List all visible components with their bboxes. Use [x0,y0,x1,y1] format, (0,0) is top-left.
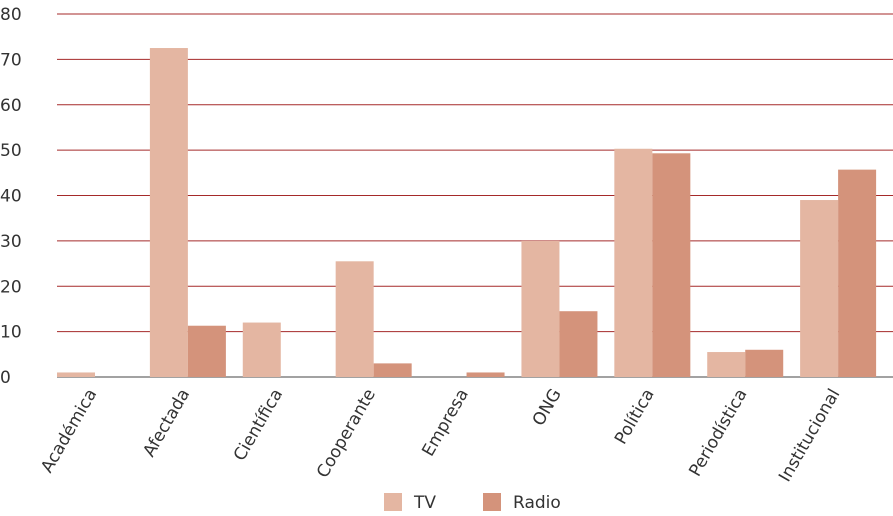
x-tick-label: Afectada [139,386,194,461]
bar-radio-ong [559,311,598,377]
bar-tv-cooperante [335,261,374,377]
legend: TV Radio [384,493,561,513]
bar-radio-afectada [187,325,226,377]
y-tick-label: 40 [0,187,22,207]
y-tick-label: 80 [0,5,22,25]
bar-tv-institucional [800,200,839,377]
legend-label-tv: TV [413,493,436,513]
x-tick-label: Empresa [418,386,473,460]
y-tick-label: 0 [0,368,11,388]
x-tick-label: Académica [37,386,101,477]
y-tick-label: 60 [0,96,22,116]
x-tick-label: ONG [529,386,566,430]
bar-radio-institucional [838,169,877,377]
x-tick-label: Política [611,386,659,449]
x-tick-label: Institucional [775,386,844,486]
bar-tv-academica [57,372,95,377]
legend-label-radio: Radio [513,493,561,513]
bar-radio-periodistica [745,349,784,377]
x-tick-label: Cooperante [313,386,380,482]
x-tick-label: Periodística [685,386,751,481]
bar-tv-afectada [149,48,188,377]
bar-radio-politica [652,153,691,377]
legend-swatch-radio [483,493,501,511]
bar-radio-empresa [466,372,505,377]
bar-tv-politica [614,148,653,377]
x-axis-labels: Académica Afectada Científica Cooperante Emp… [37,386,844,486]
bars [57,48,877,377]
x-tick-label: Científica [230,386,287,465]
y-axis-ticks: 0 10 20 30 40 50 60 70 80 [0,5,22,388]
y-tick-label: 50 [0,141,22,161]
bar-tv-cientifica [242,322,281,377]
y-tick-label: 30 [0,232,22,252]
bar-radio-cooperante [373,363,412,377]
y-tick-label: 20 [0,277,22,297]
bar-tv-ong [521,240,560,377]
legend-swatch-tv [384,493,402,511]
bar-tv-periodistica [707,352,746,377]
y-tick-label: 70 [0,50,22,70]
y-tick-label: 10 [0,323,22,343]
